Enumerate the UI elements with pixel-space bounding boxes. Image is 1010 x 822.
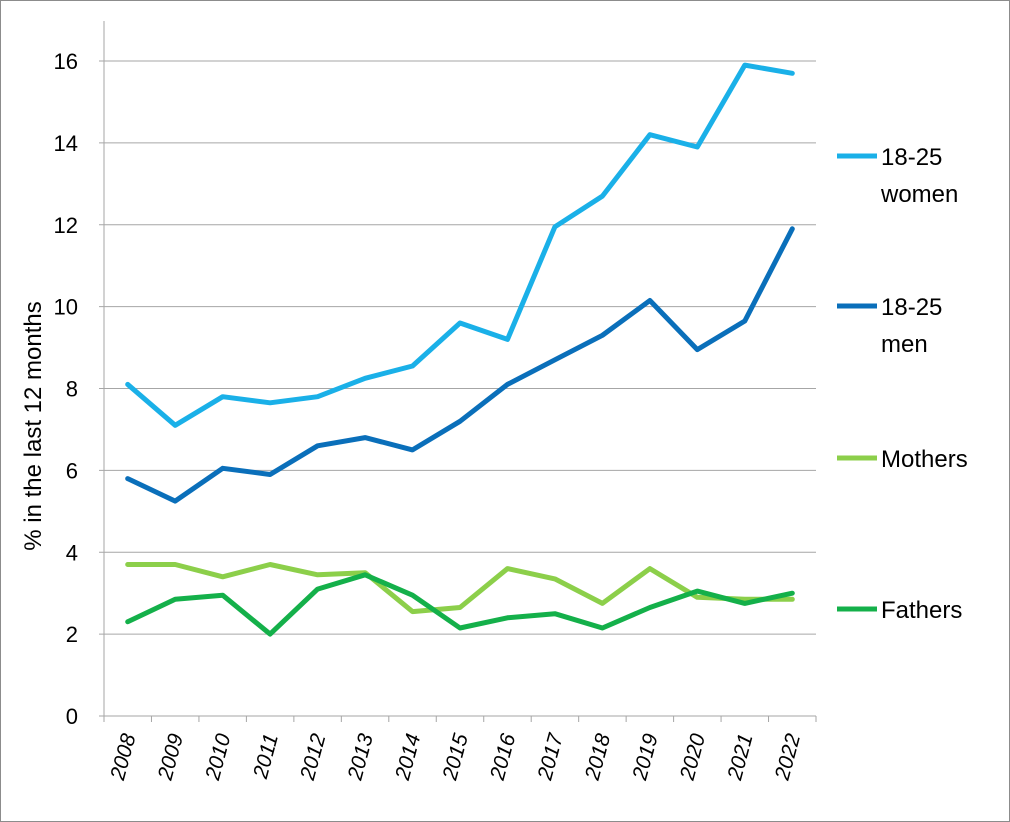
legend-label: 18-25 men <box>881 294 942 358</box>
x-tick-label: 2014 <box>391 731 426 783</box>
y-tick-label: 2 <box>66 622 78 647</box>
gridlines <box>104 60 816 635</box>
y-tick-label: 10 <box>54 295 78 320</box>
x-tick-label: 2015 <box>438 731 473 783</box>
x-tick-label: 2022 <box>771 731 806 783</box>
y-axis-label: % in the last 12 months <box>20 301 47 550</box>
y-tick-label: 12 <box>54 213 78 238</box>
x-tick-label: 2021 <box>723 731 758 783</box>
x-tick-label: 2009 <box>153 731 188 783</box>
x-tick-label: 2019 <box>628 731 663 783</box>
x-tick-label: 2011 <box>249 731 283 782</box>
x-tick-label: 2018 <box>581 731 616 783</box>
y-tick-labels: 0 2 4 6 8 10 12 14 16 <box>54 49 78 729</box>
y-tick-label: 16 <box>54 49 78 74</box>
y-tick-label: 0 <box>66 704 78 729</box>
x-tick-label: 2013 <box>343 731 378 783</box>
x-tick-label: 2008 <box>106 731 141 783</box>
y-tick-label: 14 <box>54 131 78 156</box>
series-line-18-25-women <box>125 62 795 428</box>
series-line-fathers <box>125 572 795 637</box>
x-tick-label: 2020 <box>676 731 711 783</box>
series-line-18-25-men <box>125 226 795 504</box>
x-tick-label: 2012 <box>296 731 331 783</box>
x-tick-label: 2010 <box>201 731 236 783</box>
y-tick-label: 6 <box>66 458 78 483</box>
y-tick-label: 8 <box>66 377 78 402</box>
legend-label: Fathers <box>881 597 962 624</box>
series-lines <box>125 62 795 637</box>
legend-label: Mothers <box>881 446 968 473</box>
legend-label: 18-25 women <box>880 144 958 208</box>
legend: 18-25 women 18-25 men Mothers Fathers <box>837 144 968 624</box>
x-tick-label: 2016 <box>486 731 521 783</box>
series-line-mothers <box>125 562 795 615</box>
y-tick-label: 4 <box>66 540 78 565</box>
x-tick-labels: 2008 2009 2010 2011 2012 2013 2014 2015 2016 2017… <box>106 730 805 783</box>
x-tick-label: 2017 <box>533 730 568 783</box>
axes <box>99 21 817 722</box>
